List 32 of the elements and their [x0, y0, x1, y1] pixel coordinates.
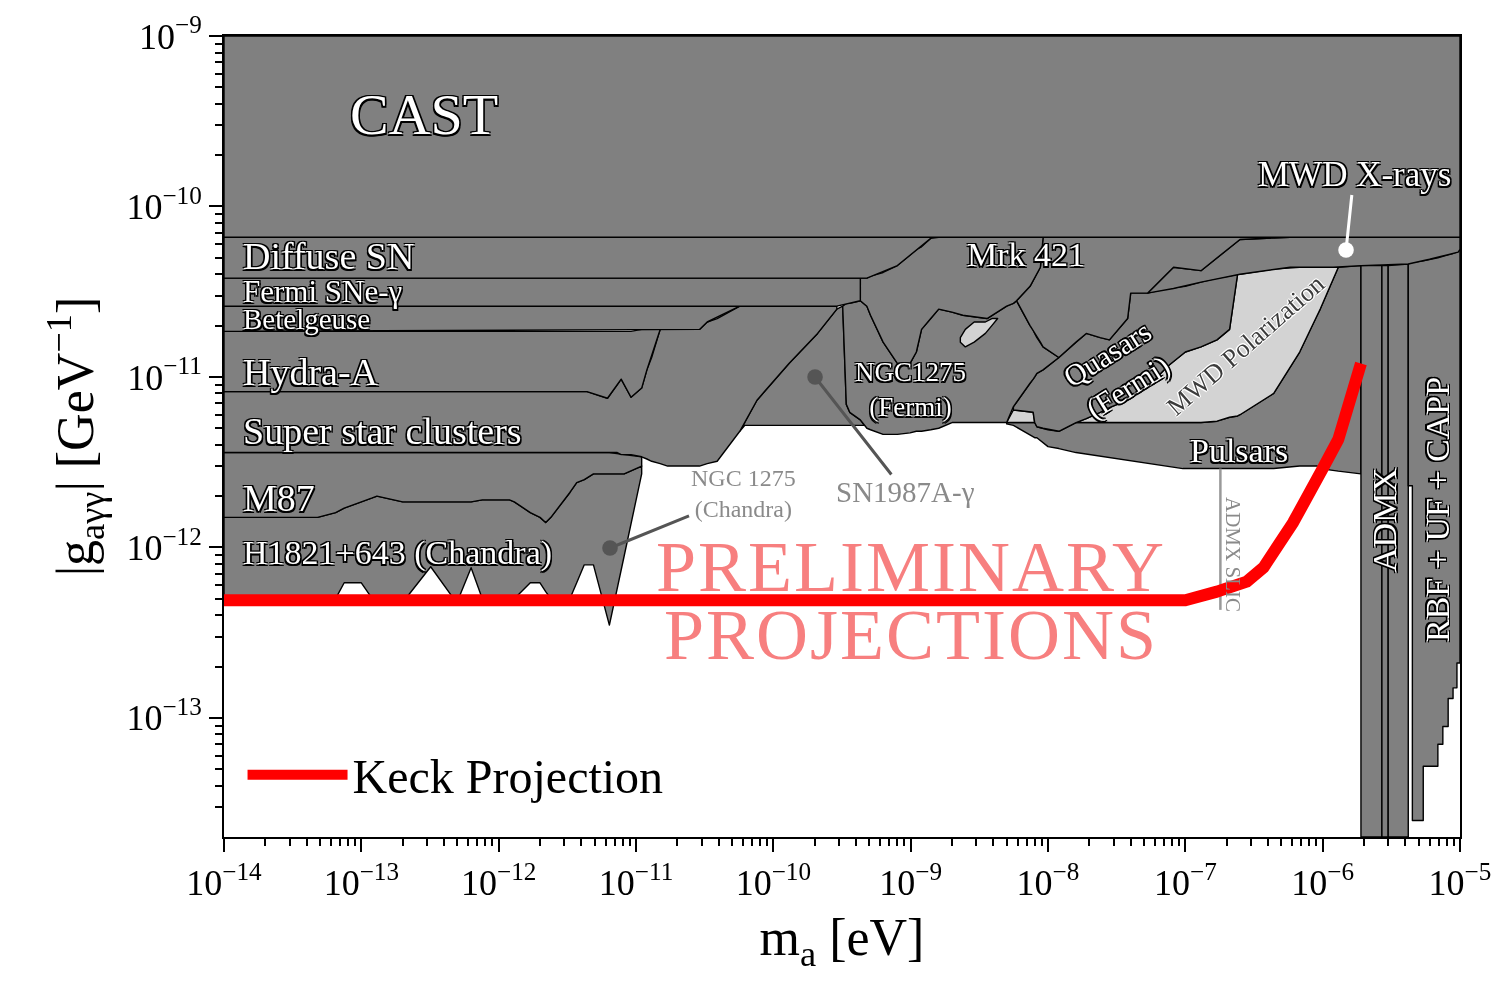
annotation: H1821+643 (Chandra) — [243, 534, 553, 572]
legend-label: Keck Projection — [352, 750, 664, 804]
annotation: SN1987A-γ — [836, 476, 975, 508]
annotation: NGC 1275 (Chandra) — [691, 465, 796, 523]
annotation: Diffuse SN — [243, 235, 415, 277]
x-tick-label: 10$^{−5}$ — [1428, 858, 1492, 904]
x-tick-label: 10$^{−12}$ — [460, 858, 537, 904]
y-tick-label: 10$^{−9}$ — [138, 11, 202, 57]
annotation: ADMX SLIC — [1220, 497, 1245, 612]
y-tick-label: 10$^{−13}$ — [126, 693, 202, 739]
annotation: CAST — [350, 82, 499, 147]
x-tick-label: 10$^{−11}$ — [598, 858, 674, 904]
x-tick-label: 10$^{−9}$ — [879, 858, 943, 904]
y-tick-label: 10$^{−12}$ — [126, 522, 202, 568]
x-tick-label: 10$^{−8}$ — [1016, 858, 1080, 904]
annotation: NGC1275 (Fermi) — [855, 357, 967, 423]
annotation: MWD X-rays — [1258, 155, 1452, 194]
x-axis-title: m$_{a}$ [eV] — [759, 908, 925, 974]
annotation: Super star clusters — [243, 410, 522, 452]
x-tick-label: 10$^{−7}$ — [1153, 858, 1217, 904]
annotation: RBF + UF + CAPP — [1418, 376, 1456, 643]
y-tick-label: 10$^{−11}$ — [127, 352, 202, 398]
x-tick-label: 10$^{−10}$ — [735, 858, 812, 904]
y-tick-label: 10$^{−10}$ — [126, 181, 202, 228]
annotation: PRELIMINARY PROJECTIONS — [655, 526, 1167, 675]
annotation: ADMX — [1366, 468, 1404, 572]
annotation: Pulsars — [1190, 432, 1289, 469]
x-tick-label: 10$^{−14}$ — [186, 858, 263, 904]
x-tick-label: 10$^{−13}$ — [323, 858, 400, 904]
annotation: Hydra-A — [243, 351, 379, 393]
x-tick-label: 10$^{−6}$ — [1291, 858, 1355, 904]
annotation: M87 — [243, 477, 315, 519]
